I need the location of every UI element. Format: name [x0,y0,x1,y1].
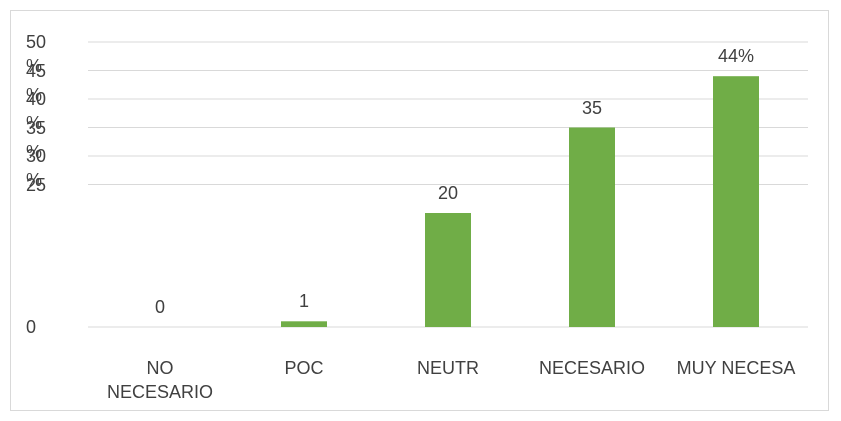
y-tick-label: 25 [26,174,47,195]
bar [569,127,615,327]
data-label: 0 [154,297,165,317]
y-tick-label: 35 % [26,117,47,162]
bar [281,321,327,327]
data-label: 20 [437,183,459,203]
y-tick-label: 0 [26,317,37,337]
x-tick-label: POC [284,358,324,378]
x-tick-label: NO NECESARIO [106,358,214,402]
x-tick-label: NECESARIO [538,358,646,378]
chart-border [10,10,829,411]
bar [425,213,471,327]
x-tick-label: NEUTR [417,358,479,378]
bar [713,76,759,327]
y-tick-label: 45 % [26,60,47,105]
y-tick-label: 50 % [26,32,47,76]
y-tick-label: 30 % [26,146,47,190]
data-label: 1 [298,291,309,312]
data-label: 44% [717,46,755,67]
y-tick-label: 40 % [26,89,47,133]
data-label: 35 [581,97,603,118]
x-tick-label: MUY NECESA [676,358,796,378]
